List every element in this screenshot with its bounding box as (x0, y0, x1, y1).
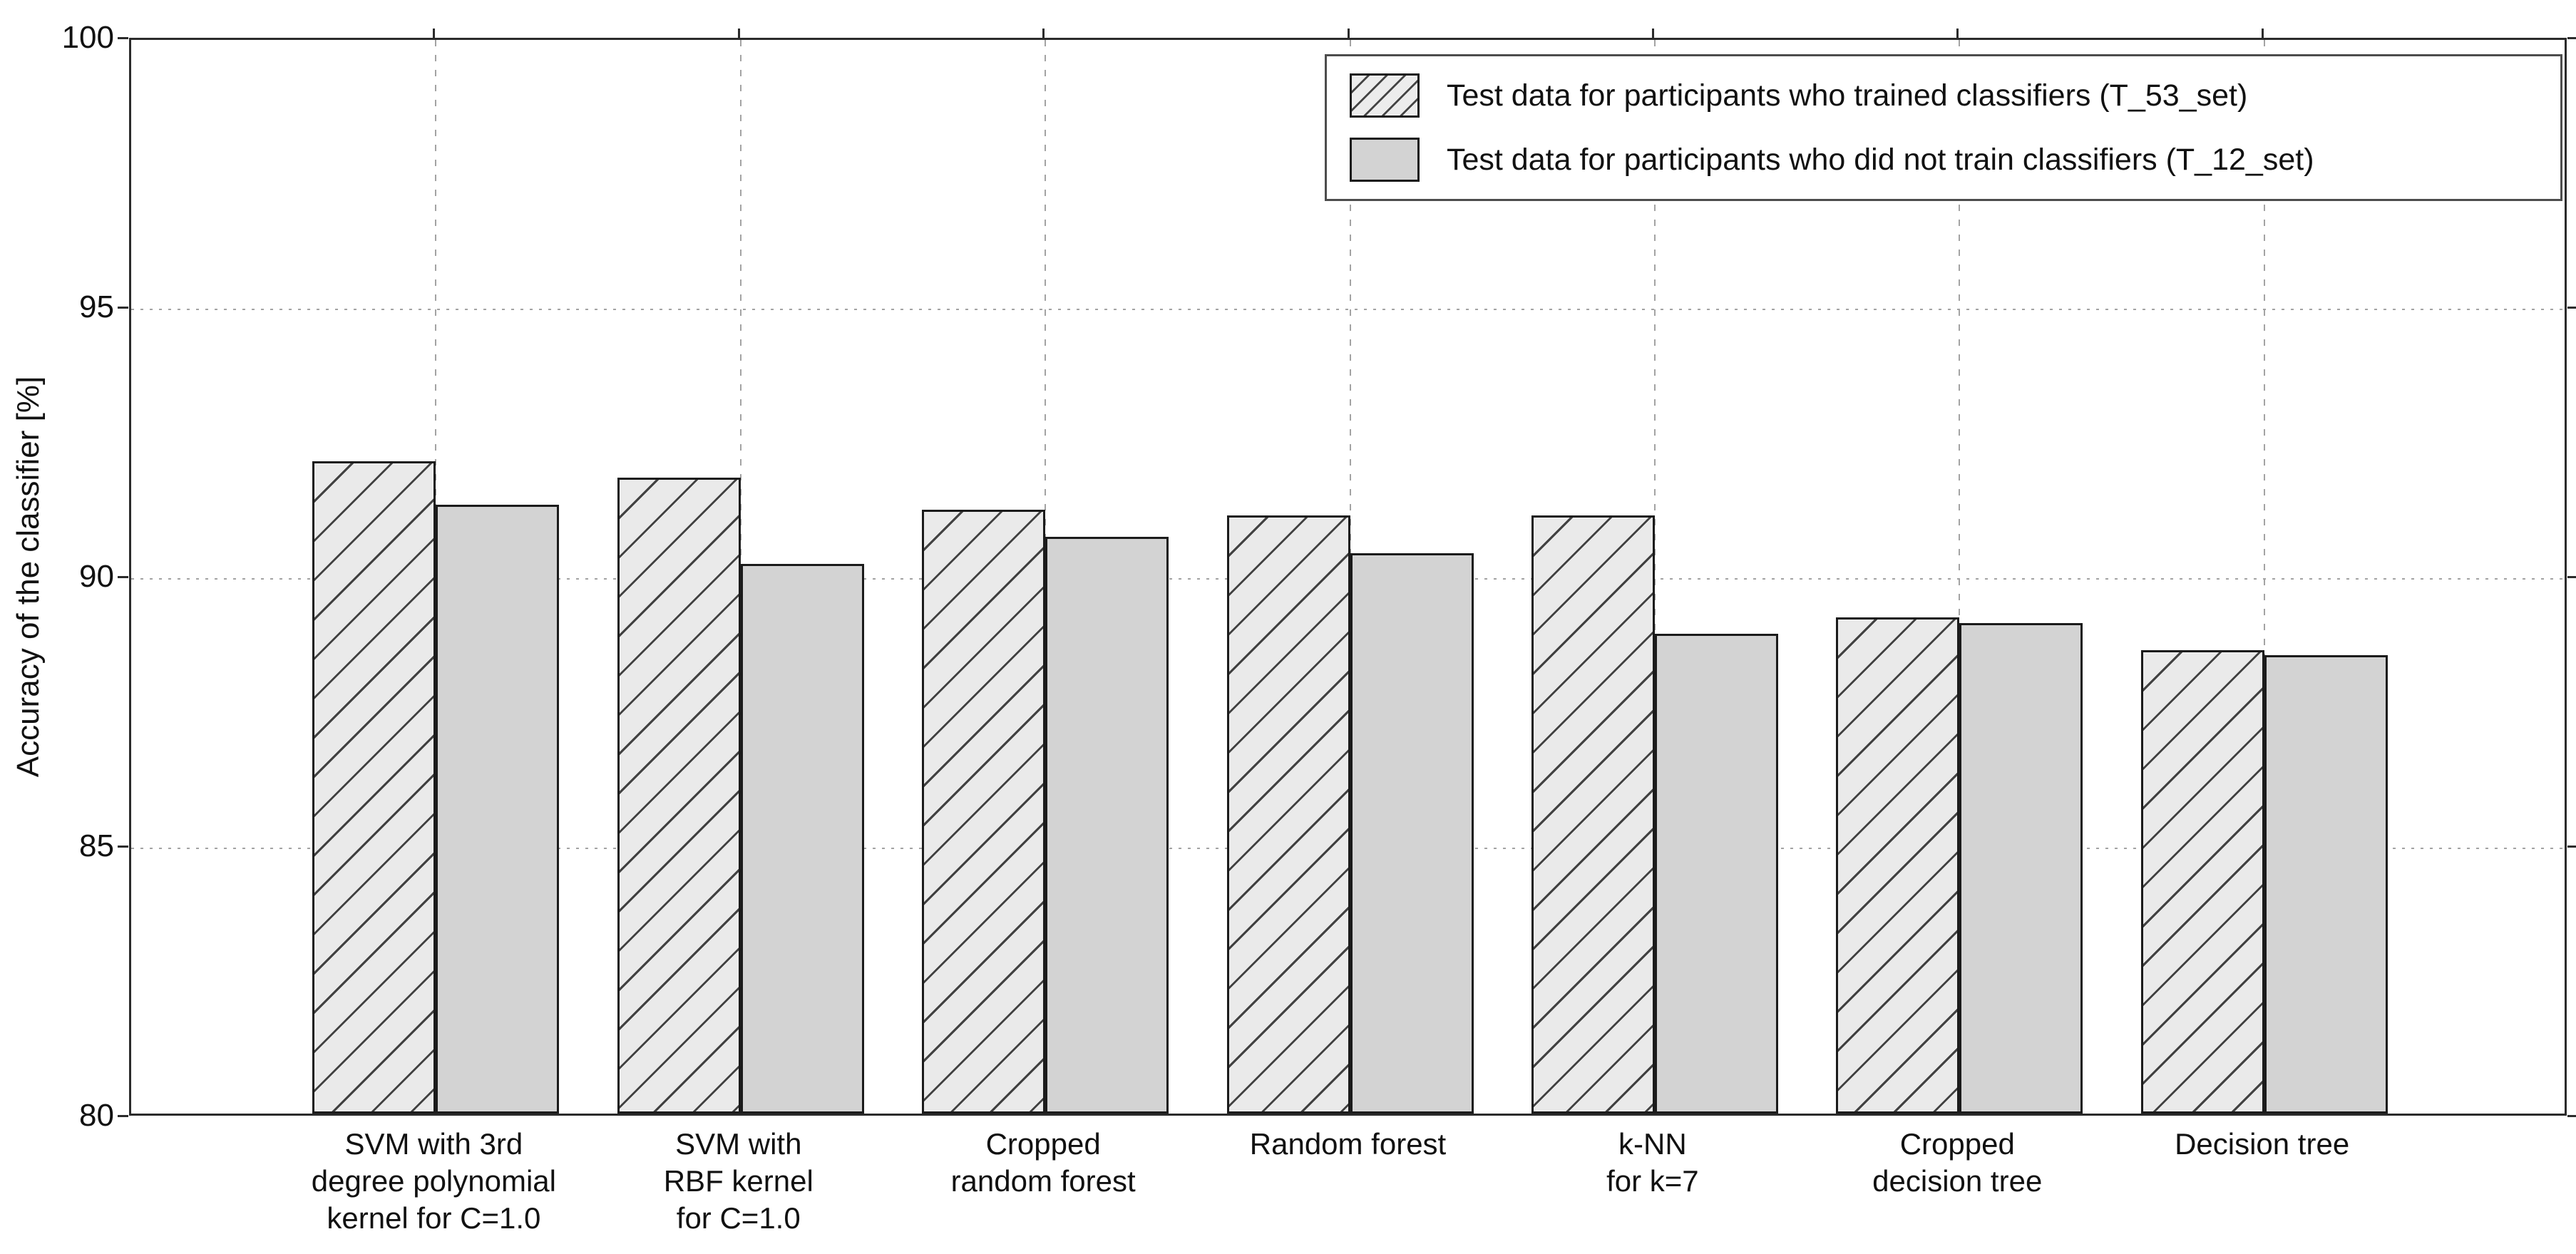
legend-swatch-solid-icon (1350, 138, 1420, 182)
bar (1531, 515, 1655, 1114)
x-tick-label: SVM with 3rd degree polynomial kernel fo… (311, 1127, 556, 1235)
x-tick-top (1347, 29, 1350, 38)
y-tick-right (2567, 37, 2576, 39)
x-tick-label: Cropped decision tree (1872, 1127, 2043, 1198)
x-tick-label: SVM with RBF kernel for C=1.0 (663, 1127, 814, 1235)
x-tick-top (1651, 29, 1654, 38)
y-tick-left (118, 576, 128, 578)
bar (312, 461, 436, 1114)
x-gridline (2263, 40, 2265, 1114)
y-gridline (131, 309, 2565, 310)
y-tick-label: 95 (79, 289, 114, 324)
bar (436, 504, 560, 1114)
x-gridline (1653, 40, 1656, 1114)
x-tick-label: Decision tree (2175, 1127, 2350, 1161)
y-tick-left (118, 307, 128, 309)
bar (740, 563, 864, 1114)
bar (2264, 655, 2388, 1114)
x-tick-top (737, 29, 740, 38)
y-tick-right (2567, 307, 2576, 309)
x-tick-label: k-NN for k=7 (1606, 1127, 1699, 1198)
y-tick-left (118, 846, 128, 848)
y-tick-label: 90 (79, 559, 114, 594)
legend-swatch-hatched-icon (1350, 73, 1420, 118)
bar (1836, 617, 1960, 1114)
x-gridline (1959, 40, 1961, 1114)
bar (617, 477, 741, 1114)
bar (1350, 553, 1474, 1114)
x-tick-label: Random forest (1249, 1127, 1447, 1161)
y-tick-right (2567, 1115, 2576, 1117)
y-tick-label: 100 (61, 20, 114, 55)
y-tick-right (2567, 846, 2576, 848)
y-tick-left (118, 37, 128, 39)
bar (1654, 634, 1778, 1114)
legend-item: Test data for participants who trained c… (1350, 73, 2560, 118)
plot-area (129, 38, 2567, 1116)
y-tick-left (118, 1115, 128, 1117)
legend-label: Test data for participants who did not t… (1447, 143, 2314, 177)
x-tick-top (2261, 29, 2264, 38)
bar (1959, 623, 2083, 1114)
legend-label: Test data for participants who trained c… (1447, 78, 2248, 113)
bar (922, 510, 1046, 1114)
y-tick-right (2567, 576, 2576, 578)
x-tick-top (433, 29, 436, 38)
bar (1045, 537, 1169, 1114)
y-tick-label: 85 (79, 828, 114, 863)
x-tick-label: Cropped random forest (950, 1127, 1136, 1198)
bar (1226, 515, 1350, 1114)
legend: Test data for participants who trained c… (1325, 54, 2562, 201)
x-tick-top (1956, 29, 1959, 38)
y-tick-label: 80 (79, 1098, 114, 1133)
x-tick-top (1042, 29, 1045, 38)
legend-item: Test data for participants who did not t… (1350, 138, 2560, 182)
bar (2140, 649, 2264, 1114)
